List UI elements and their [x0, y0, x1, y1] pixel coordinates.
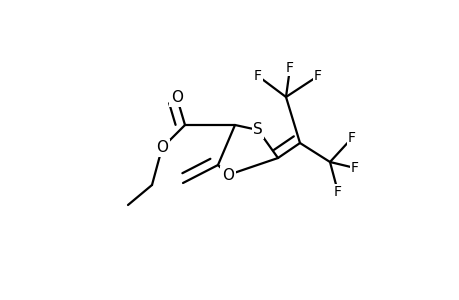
Text: F: F [350, 161, 358, 175]
Text: F: F [285, 61, 293, 75]
Text: F: F [333, 185, 341, 199]
Text: O: O [171, 91, 183, 106]
Text: F: F [253, 69, 262, 83]
Text: S: S [252, 122, 262, 137]
Text: O: O [222, 167, 234, 182]
Text: F: F [313, 69, 321, 83]
Text: O: O [156, 140, 168, 155]
Text: F: F [347, 131, 355, 145]
